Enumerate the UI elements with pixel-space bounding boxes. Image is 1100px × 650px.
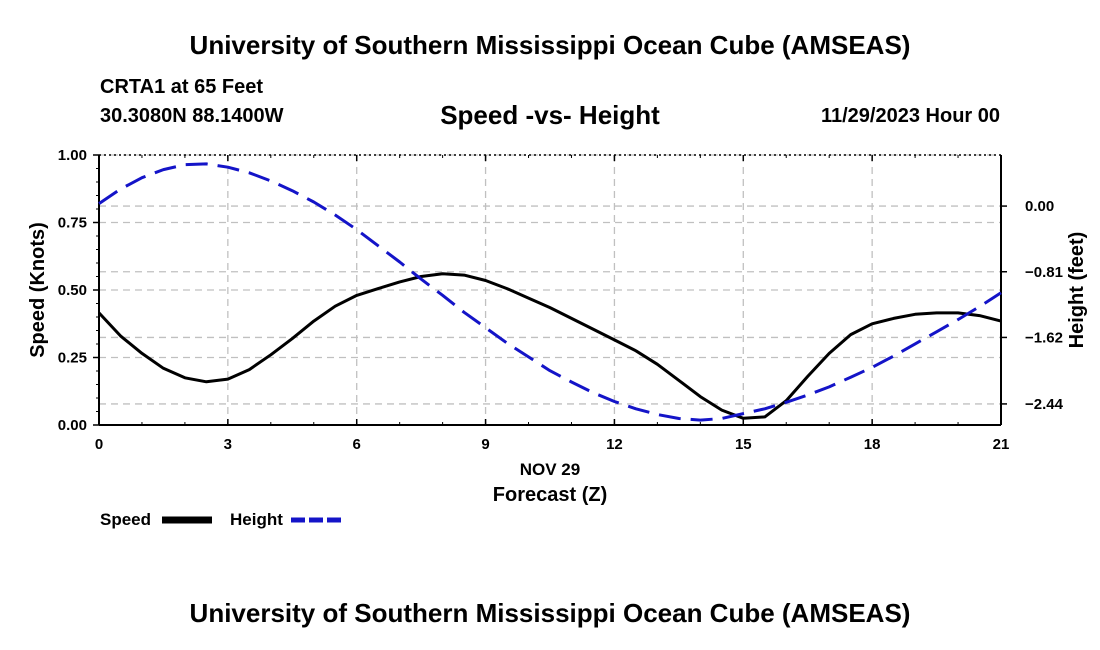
y2-tick-label: −0.81 (1025, 264, 1063, 281)
x-tick-label: 3 (224, 436, 232, 453)
chart-subtitle: Speed -vs- Height (440, 100, 660, 130)
legend-height-label: Height (230, 510, 283, 529)
x-axis-date-label: NOV 29 (520, 460, 580, 479)
x-tick-label: 21 (993, 436, 1010, 453)
main-title: University of Southern Mississippi Ocean… (189, 30, 911, 60)
y-axis-title: Speed (Knots) (27, 222, 49, 358)
y-tick-label: 0.00 (58, 417, 87, 434)
speed-series-line (97, 272, 1002, 420)
station-label: CRTA1 at 65 Feet (100, 76, 264, 98)
y2-tick-label: 0.00 (1025, 198, 1054, 215)
station-coordinates: 30.3080N 88.1400W (100, 105, 284, 127)
x-tick-label: 15 (735, 436, 752, 453)
legend-speed-label: Speed (100, 510, 151, 529)
x-tick-label: 12 (606, 436, 623, 453)
x-tick-label: 6 (353, 436, 361, 453)
x-axis-title: Forecast (Z) (493, 484, 607, 506)
y2-tick-label: −2.44 (1025, 396, 1064, 413)
x-tick-label: 18 (864, 436, 881, 453)
forecast-date: 11/29/2023 Hour 00 (820, 105, 1000, 127)
footer-title: University of Southern Mississippi Ocean… (189, 598, 911, 628)
height-series-line (98, 162, 1002, 422)
y-tick-label: 0.75 (58, 215, 87, 232)
x-tick-label: 0 (95, 436, 103, 453)
y-tick-label: 1.00 (58, 147, 87, 164)
y2-tick-label: −1.62 (1025, 329, 1063, 346)
x-tick-label: 9 (481, 436, 489, 453)
y-tick-label: 0.25 (58, 350, 87, 367)
y-tick-label: 0.50 (58, 282, 87, 299)
y2-axis-title: Height (feet) (1066, 232, 1088, 349)
